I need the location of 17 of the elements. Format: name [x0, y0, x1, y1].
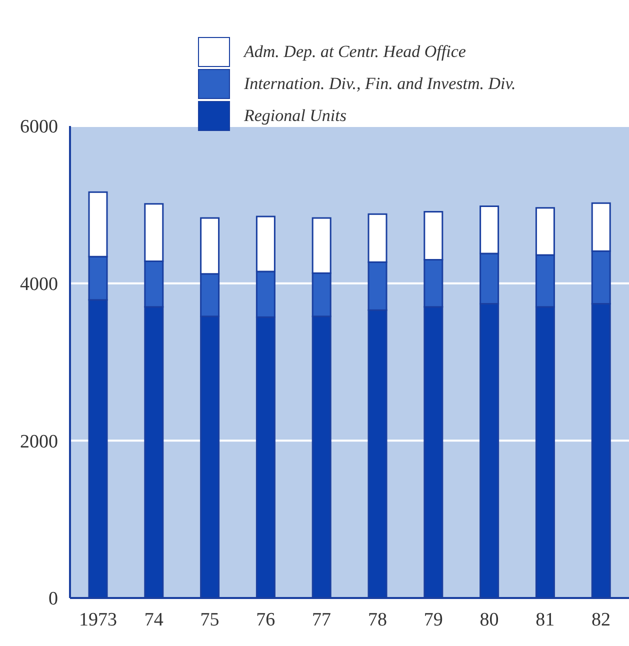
- x-tick-label: 75: [200, 609, 220, 630]
- legend-label: Adm. Dep. at Centr. Head Office: [244, 42, 466, 62]
- x-tick-label: 82: [592, 609, 611, 630]
- y-tick-label: 4000: [20, 274, 58, 296]
- y-tick-label: 6000: [20, 116, 58, 138]
- x-tick-label: 80: [480, 609, 499, 630]
- x-tick-label: 79: [424, 609, 443, 630]
- y-tick-label: 2000: [20, 431, 58, 452]
- y-tick-label: 0: [48, 588, 58, 610]
- legend-label: Regional Units: [244, 106, 346, 126]
- x-tick-label: 78: [368, 609, 387, 630]
- x-tick-label: 81: [536, 609, 555, 630]
- x-tick-label: 74: [144, 609, 164, 630]
- x-tick-label: 1973: [78, 609, 117, 630]
- x-tick-label: 77: [312, 609, 332, 630]
- x-tick-label: 76: [256, 609, 276, 630]
- legend-label: Internation. Div., Fin. and Investm. Div.: [244, 74, 516, 94]
